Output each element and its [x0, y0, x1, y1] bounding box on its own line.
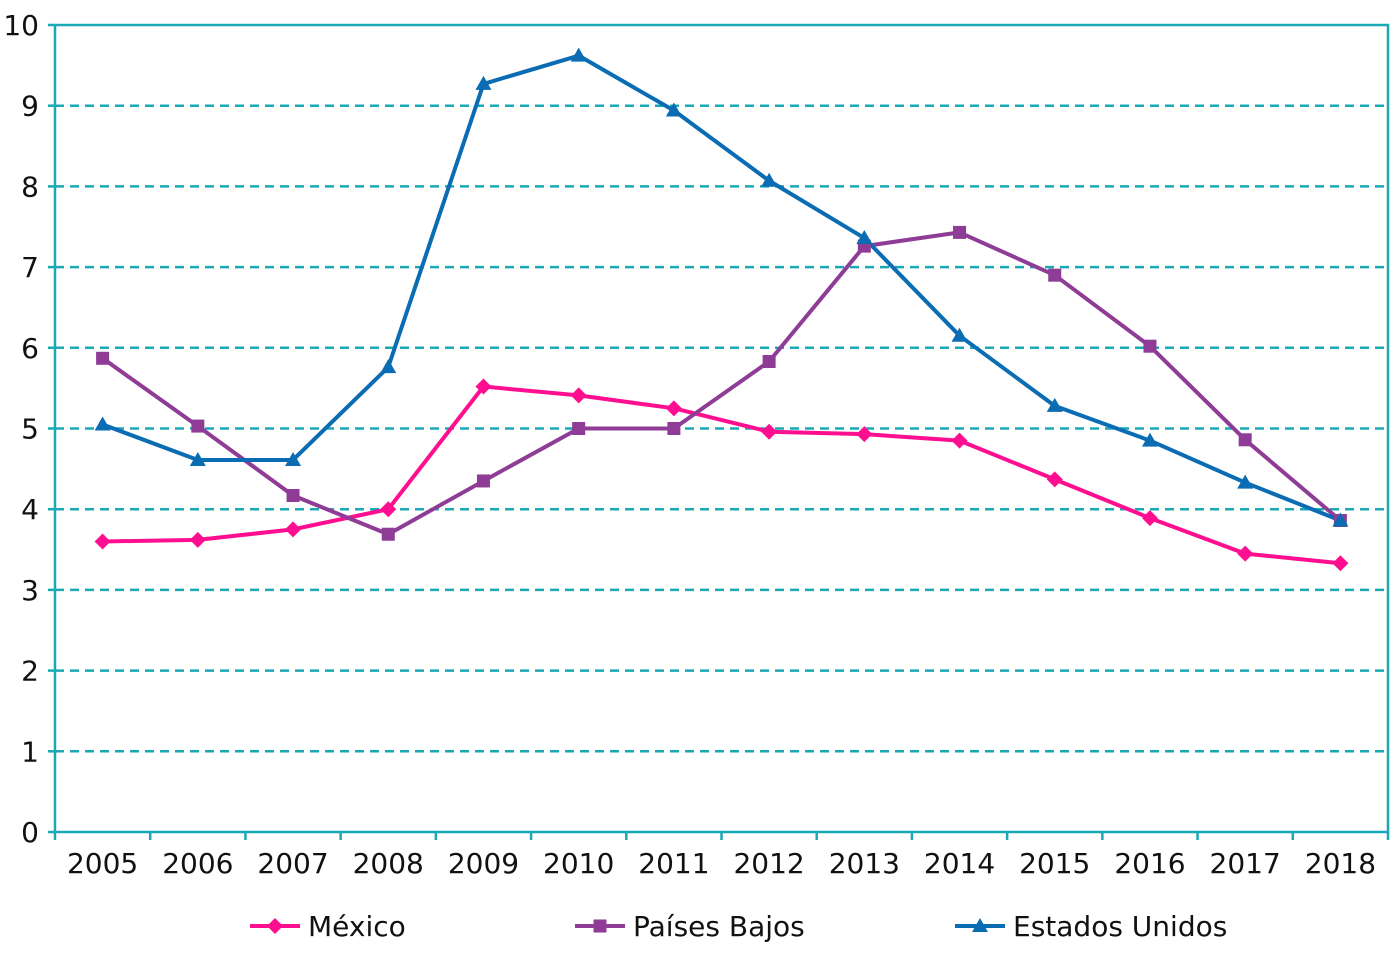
- series-line-mexico: [100, 384, 1343, 566]
- data-point-estados-unidos-2009: [475, 75, 492, 90]
- y-tick-label-2: 2: [21, 655, 39, 688]
- x-tick-label-2018: 2018: [1305, 847, 1376, 880]
- data-point-estados-unidos-2017: [1237, 474, 1254, 489]
- data-point-estados-unidos-2006: [189, 451, 206, 466]
- x-tick-label-2011: 2011: [638, 847, 709, 880]
- x-tick-label-2015: 2015: [1019, 847, 1090, 880]
- data-point-paises-bajos-2007: [286, 488, 300, 502]
- legend-label-estados-unidos: Estados Unidos: [1013, 910, 1227, 943]
- data-point-mexico-2018: [1332, 555, 1349, 572]
- data-point-mexico-2013: [856, 426, 873, 443]
- y-tick-label-4: 4: [21, 493, 39, 526]
- data-point-estados-unidos-2007: [285, 451, 302, 466]
- y-tick-label-9: 9: [21, 90, 39, 123]
- data-point-paises-bajos-2005: [96, 351, 110, 365]
- data-point-mexico-2010: [570, 387, 587, 404]
- data-point-mexico-2009: [475, 378, 492, 395]
- data-point-paises-bajos-2016: [1143, 339, 1157, 353]
- y-tick-label-8: 8: [21, 170, 39, 203]
- data-point-estados-unidos-2013: [856, 230, 873, 245]
- series-layer: [94, 47, 1349, 572]
- data-point-mexico-2016: [1141, 510, 1158, 527]
- y-tick-label-3: 3: [21, 574, 39, 607]
- x-tick-label-2012: 2012: [733, 847, 804, 880]
- data-point-paises-bajos-2017: [1238, 433, 1252, 447]
- data-point-estados-unidos-2008: [380, 359, 397, 374]
- x-tick-label-2005: 2005: [67, 847, 138, 880]
- x-tick-label-2008: 2008: [353, 847, 424, 880]
- x-tick-label-2017: 2017: [1210, 847, 1281, 880]
- data-point-mexico-2008: [380, 501, 397, 518]
- data-point-estados-unidos-2010: [570, 47, 587, 62]
- legend: México Países Bajos Estados Unidos: [250, 910, 1227, 943]
- legend-marker-estados-unidos: [972, 918, 988, 932]
- data-point-mexico-2014: [951, 432, 968, 449]
- data-point-mexico-2017: [1237, 545, 1254, 562]
- data-point-mexico-2007: [285, 521, 302, 538]
- data-point-paises-bajos-2006: [191, 419, 205, 433]
- series-line-paises-bajos: [100, 230, 1343, 537]
- data-point-paises-bajos-2011: [667, 422, 681, 435]
- y-tick-label-1: 1: [21, 735, 39, 768]
- legend-marker-mexico: [267, 918, 283, 934]
- data-point-paises-bajos-2009: [476, 474, 490, 488]
- x-tick-label-2016: 2016: [1114, 847, 1185, 880]
- data-point-estados-unidos-2014: [951, 327, 968, 342]
- axis-layer: 0 1 2 3 4 5 6 7 8 9 10 2005 2006 2007 2008 2009 2010 2011…: [3, 9, 1390, 880]
- data-point-paises-bajos-2010: [572, 422, 586, 435]
- data-point-estados-unidos-2018: [1332, 512, 1349, 527]
- data-point-estados-unidos-2015: [1046, 397, 1063, 412]
- legend-label-paises-bajos: Países Bajos: [633, 910, 805, 943]
- data-point-paises-bajos-2012: [762, 355, 776, 369]
- data-point-paises-bajos-2015: [1048, 268, 1062, 282]
- data-point-estados-unidos-2012: [761, 172, 778, 187]
- data-point-mexico-2011: [665, 400, 682, 417]
- data-point-mexico-2005: [94, 533, 111, 550]
- y-tick-label-6: 6: [21, 332, 39, 365]
- grid-layer: [55, 104, 1388, 753]
- x-tick-label-2007: 2007: [257, 847, 328, 880]
- x-tick-label-2013: 2013: [829, 847, 900, 880]
- data-point-paises-bajos-2008: [381, 527, 395, 541]
- legend-label-mexico: México: [308, 910, 406, 943]
- data-point-estados-unidos-2016: [1141, 432, 1158, 447]
- y-tick-label-7: 7: [21, 251, 39, 284]
- y-tick-label-10: 10: [3, 9, 39, 42]
- data-point-estados-unidos-2011: [665, 102, 682, 117]
- y-tick-label-5: 5: [21, 413, 39, 446]
- series-line-estados-unidos: [100, 53, 1343, 523]
- legend-marker-paises-bajos: [593, 919, 607, 933]
- data-point-mexico-2012: [761, 423, 778, 440]
- data-point-paises-bajos-2014: [953, 225, 967, 239]
- x-tick-label-2009: 2009: [448, 847, 519, 880]
- x-tick-label-2006: 2006: [162, 847, 233, 880]
- data-point-mexico-2015: [1046, 471, 1063, 488]
- data-point-mexico-2006: [189, 531, 206, 548]
- data-point-estados-unidos-2005: [94, 416, 111, 431]
- x-tick-label-2010: 2010: [543, 847, 614, 880]
- y-tick-label-0: 0: [21, 816, 39, 849]
- x-tick-label-2014: 2014: [924, 847, 995, 880]
